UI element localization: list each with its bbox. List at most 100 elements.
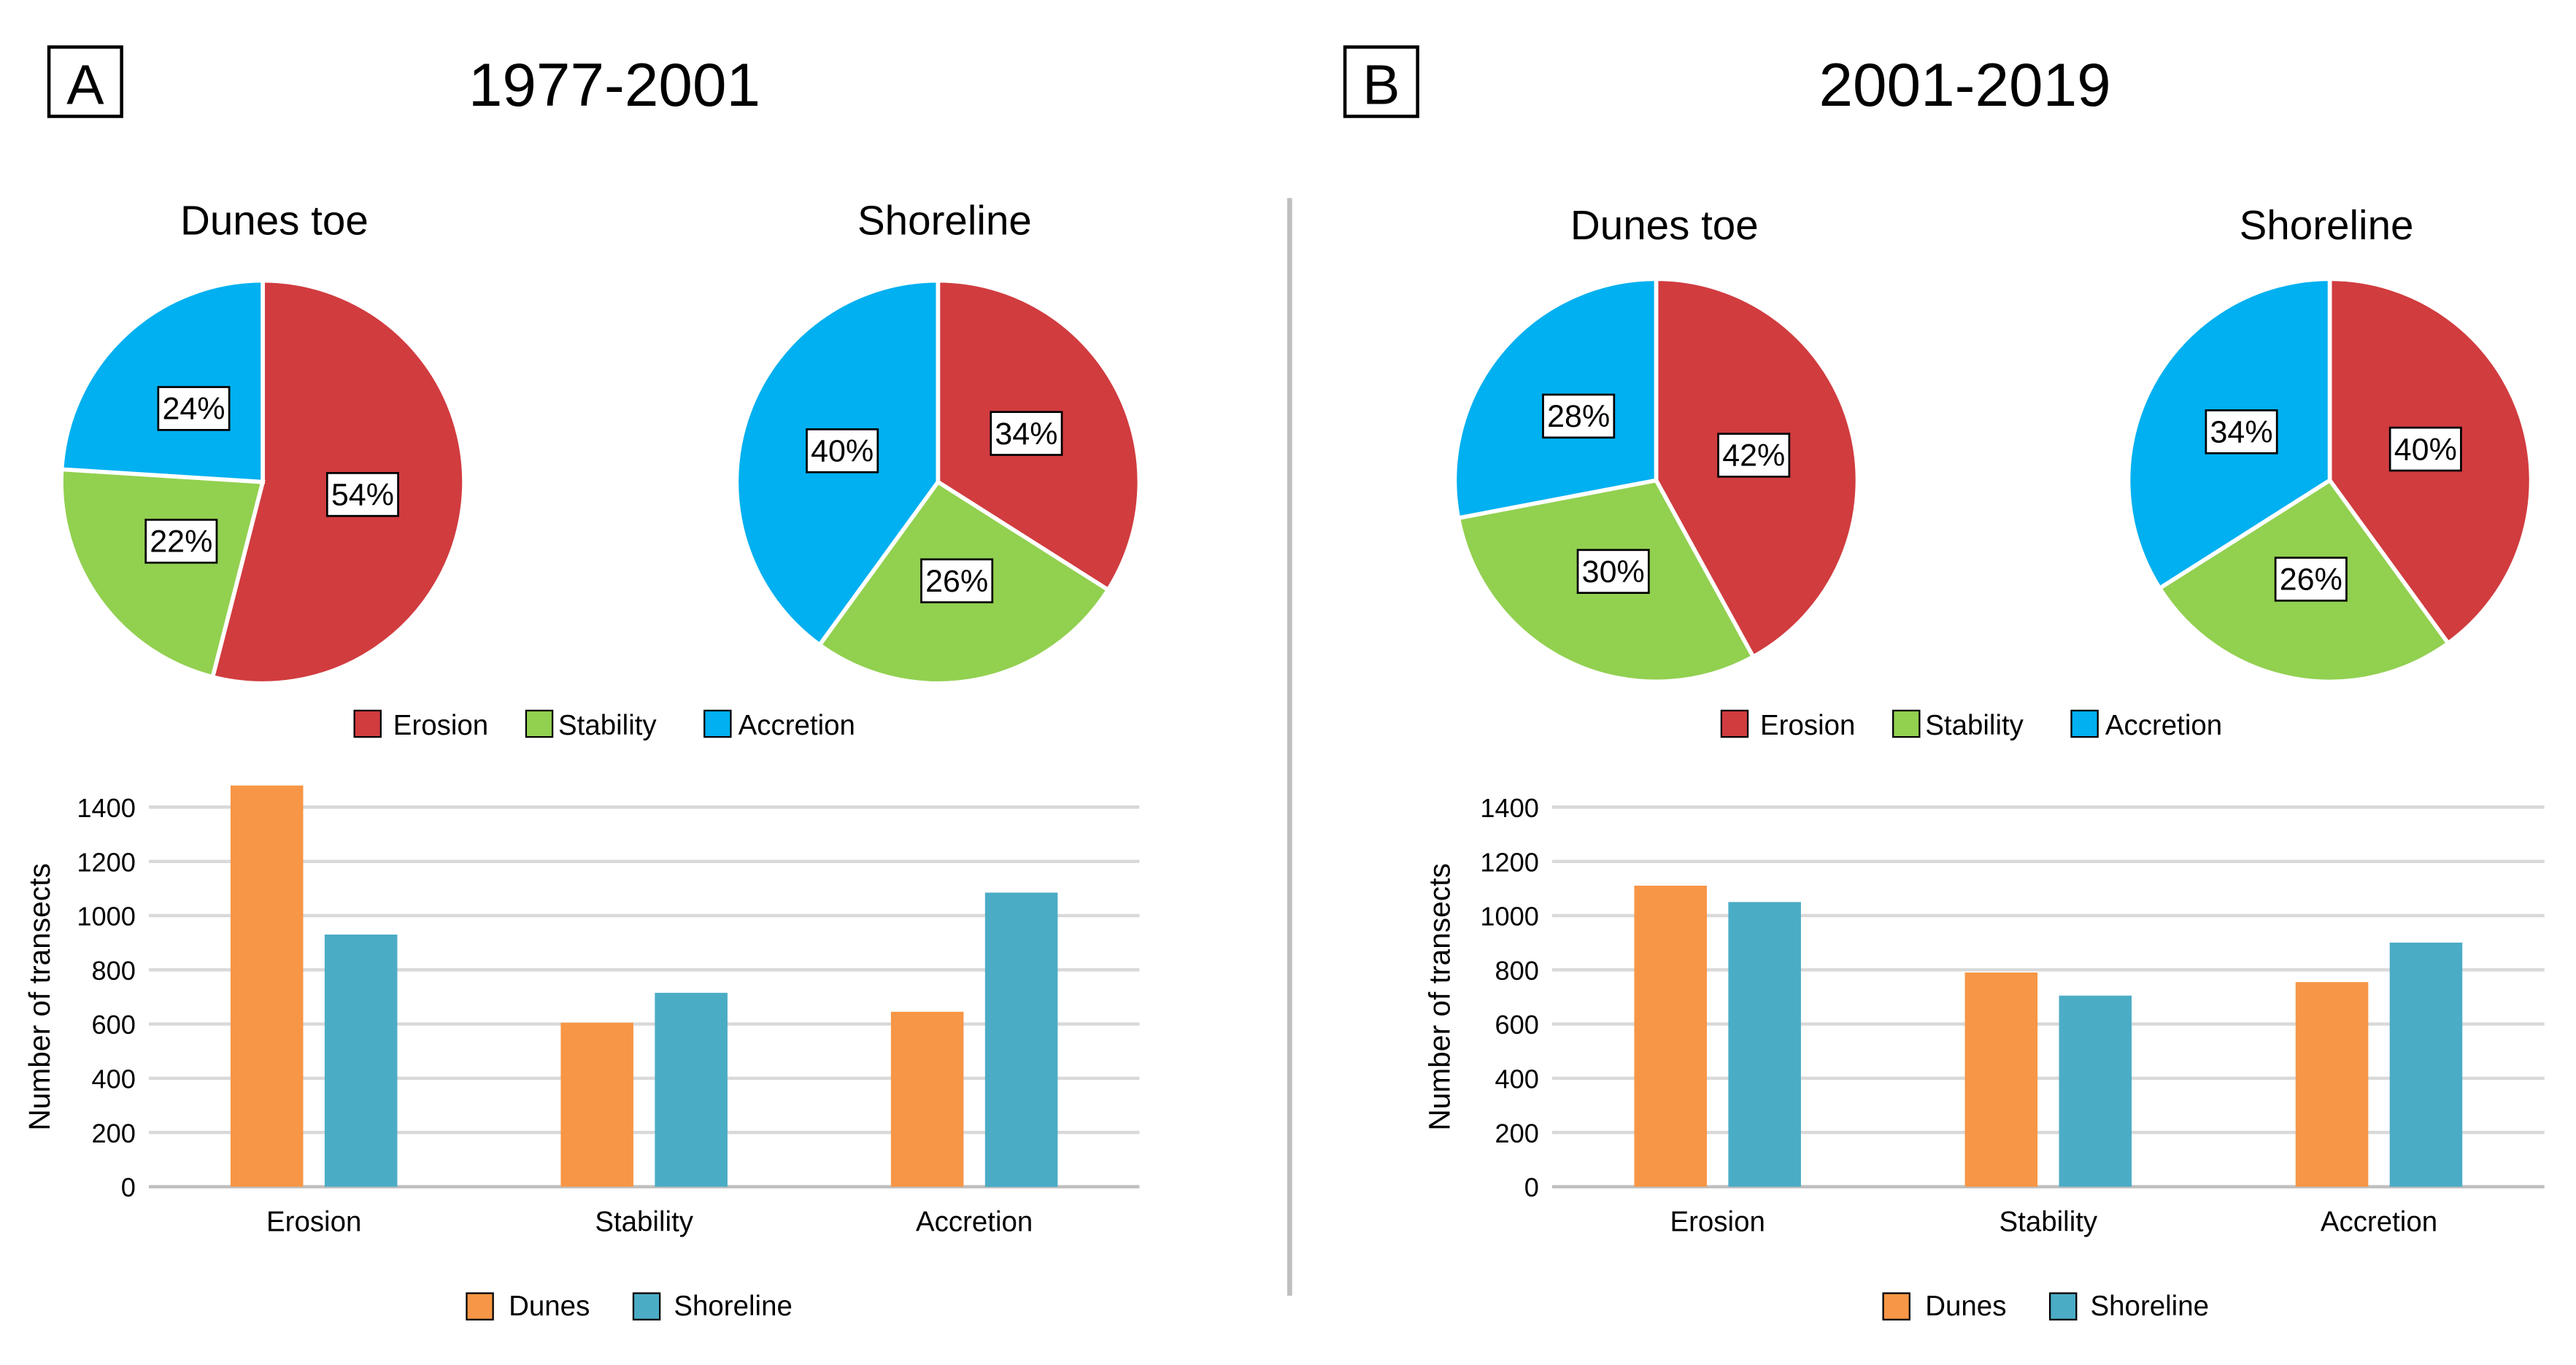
pie-title-b-shoreline: Shoreline — [2240, 202, 2414, 248]
pie-label-box — [325, 472, 399, 517]
pie-label-box — [920, 558, 994, 603]
y-tick-label: 1000 — [77, 902, 136, 932]
y-axis-label: Number of transects — [1423, 863, 1457, 1131]
y-tick-label: 600 — [91, 1010, 135, 1040]
pie-label-text: 42% — [1722, 438, 1785, 473]
pie-title-b-dunes: Dunes toe — [1570, 202, 1759, 248]
bar-dunes-accretion — [2295, 982, 2369, 1187]
legend-swatch-accretion — [2070, 709, 2099, 738]
pie-chart-b-dunes-toe: 42% 30% 28% — [1452, 277, 1860, 684]
legend-label-accretion: Accretion — [2105, 710, 2222, 741]
pie-label-stability: 26% — [920, 558, 994, 603]
pie-label-text: 24% — [162, 392, 225, 427]
pie-label-box — [1576, 549, 1650, 595]
legend-swatch-erosion — [1720, 709, 1749, 738]
legend-swatch-dunes — [1882, 1292, 1910, 1320]
legend-label-stability: Stability — [1925, 710, 2024, 741]
bar-dunes-erosion — [230, 785, 304, 1187]
legend-label-erosion: Erosion — [1760, 710, 1855, 741]
pie-label-accretion: 24% — [157, 386, 231, 431]
legend-swatch-stability — [525, 709, 554, 738]
pie-label-accretion: 40% — [806, 428, 879, 473]
panel-b-label: B — [1362, 54, 1400, 117]
pie-label-erosion: 54% — [325, 472, 399, 517]
legend-label-shoreline: Shoreline — [674, 1291, 792, 1322]
pie-label-text: 54% — [331, 478, 394, 513]
pie-label-box — [2274, 557, 2348, 602]
bar-dunes-accretion — [890, 1011, 964, 1187]
x-tick-label: Erosion — [266, 1207, 361, 1238]
bar-dunes-erosion — [1634, 886, 1707, 1187]
bar-shoreline-erosion — [324, 934, 398, 1187]
pie-label-box — [1717, 433, 1791, 478]
pie-label-text: 26% — [2280, 562, 2342, 598]
x-tick-label: Accretion — [916, 1207, 1033, 1238]
legend-label-stability: Stability — [558, 710, 657, 741]
pie-label-text: 34% — [2210, 415, 2273, 450]
pie-label-text: 40% — [811, 434, 874, 469]
pie-legend-a: Erosion Stability Accretion — [353, 709, 855, 741]
legend-swatch-dunes — [466, 1292, 494, 1320]
panel-b-label-box — [1343, 45, 1419, 118]
y-tick-label: 1000 — [1480, 902, 1539, 932]
bar-shoreline-accretion — [2389, 943, 2463, 1187]
legend-swatch-shoreline — [2048, 1292, 2078, 1320]
x-tick-label: Stability — [595, 1207, 693, 1238]
bar-legend-a: Dunes Shoreline — [466, 1291, 793, 1322]
y-tick-label: 1200 — [1480, 847, 1539, 877]
x-tick-label: Erosion — [1670, 1207, 1765, 1238]
pie-label-text: 30% — [1582, 554, 1645, 589]
y-tick-label: 600 — [1495, 1010, 1538, 1040]
panel-b-period-title: 2001-2019 — [1819, 50, 2110, 119]
pie-label-box — [1542, 393, 1616, 439]
legend-swatch-accretion — [703, 709, 732, 738]
y-tick-label: 1400 — [77, 793, 136, 823]
pie-chart-b-shoreline: 40% 26% 34% — [2126, 277, 2534, 684]
y-tick-label: 800 — [91, 956, 135, 986]
panel-a-period-title: 1977-2001 — [468, 50, 760, 119]
bar-dunes-stability — [560, 1022, 633, 1187]
pie-title-a-dunes: Dunes toe — [180, 197, 369, 243]
pie-label-erosion: 34% — [990, 411, 1063, 456]
pie-label-stability: 26% — [2274, 557, 2348, 602]
pie-label-accretion: 34% — [2205, 409, 2278, 455]
bar-shoreline-accretion — [984, 892, 1058, 1187]
y-tick-label: 0 — [121, 1172, 136, 1202]
pie-label-text: 22% — [150, 525, 212, 560]
pie-label-erosion: 42% — [1717, 433, 1791, 478]
pie-chart-a-shoreline: 34% 26% 40% — [734, 278, 1142, 686]
pie-label-text: 34% — [995, 417, 1057, 452]
pie-chart-a-dunes-toe: 54% 22% 24% — [59, 278, 466, 686]
y-tick-label: 200 — [1495, 1118, 1538, 1148]
pie-label-box — [806, 428, 879, 473]
pie-label-stability: 30% — [1576, 549, 1650, 595]
legend-label-accretion: Accretion — [739, 710, 855, 741]
y-tick-label: 1400 — [1480, 793, 1539, 823]
pie-label-accretion: 28% — [1542, 393, 1616, 439]
pie-title-a-shoreline: Shoreline — [857, 197, 1032, 243]
y-tick-label: 200 — [91, 1118, 135, 1148]
x-tick-label: Accretion — [2321, 1207, 2437, 1238]
bar-shoreline-erosion — [1728, 902, 1801, 1187]
pie-slice-accretion — [59, 278, 265, 484]
pie-label-text: 26% — [925, 564, 988, 599]
bar-chart-a: 0 200 400 600 800 1000 1200 1400 Number of trans… — [23, 785, 1140, 1238]
bar-shoreline-stability — [655, 992, 728, 1187]
pie-label-box — [2388, 426, 2462, 472]
pie-label-box — [157, 386, 231, 431]
pie-label-text: 40% — [2394, 432, 2457, 467]
y-tick-label: 1200 — [77, 847, 136, 877]
y-tick-label: 400 — [1495, 1064, 1538, 1094]
y-tick-label: 800 — [1495, 956, 1538, 986]
bar-legend-b: Dunes Shoreline — [1882, 1291, 2209, 1322]
legend-label-erosion: Erosion — [393, 710, 488, 741]
bar-chart-b: 0 200 400 600 800 1000 1200 1400 Number of trans… — [1423, 793, 2545, 1238]
y-axis-label: Number of transects — [23, 863, 56, 1131]
x-tick-label: Stability — [2000, 1207, 2098, 1238]
pie-legend-b: Erosion Stability Accretion — [1720, 709, 2222, 741]
legend-label-dunes: Dunes — [1925, 1291, 2006, 1322]
panel-a-label: A — [66, 54, 104, 117]
legend-label-shoreline: Shoreline — [2091, 1291, 2209, 1322]
bar-dunes-stability — [1964, 972, 2038, 1187]
